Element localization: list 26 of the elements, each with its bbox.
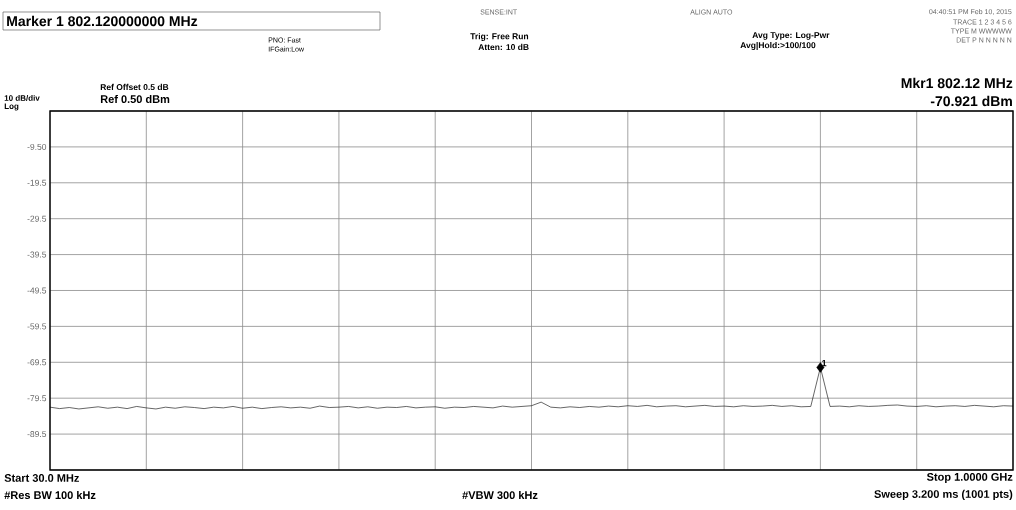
y-tick-label: -9.50 [27,143,47,150]
text: Start 30.0 MHz [4,474,79,482]
text: Mkr1 802.12 MHz [901,77,1013,89]
y-tick-label: -89.5 [27,431,47,438]
y-tick-label: -59.5 [27,323,47,330]
text: #VBW 300 kHz [462,490,538,500]
y-tick-label: -39.5 [27,251,47,258]
text: 10 dB/div [4,95,40,101]
text: Avg Type: Log-Pwr [752,32,830,40]
y-tick-label: -49.5 [27,287,47,294]
text: Sweep 3.200 ms (1001 pts) [874,489,1013,501]
text: -70.921 dBm [930,95,1012,107]
text: #Res BW 100 kHz [4,490,96,500]
text: Ref 0.50 dBm [100,94,170,104]
y-tick-label: -79.5 [27,395,47,402]
text: Log [4,103,19,111]
y-tick-label: -69.5 [27,359,47,366]
text: Stop 1.0000 GHz [926,473,1013,483]
text: Avg|Hold:>100/100 [740,41,816,51]
text: Atten: 10 dB [478,43,529,51]
annotation: 1 [822,359,827,367]
y-tick-label: -29.5 [27,215,47,222]
chart-title: Marker 1 802.120000000 MHz [7,15,198,27]
text: Trig: Free Run [470,33,529,41]
y-tick-label: -19.5 [27,179,47,186]
text: Ref Offset 0.5 dB [100,83,169,91]
